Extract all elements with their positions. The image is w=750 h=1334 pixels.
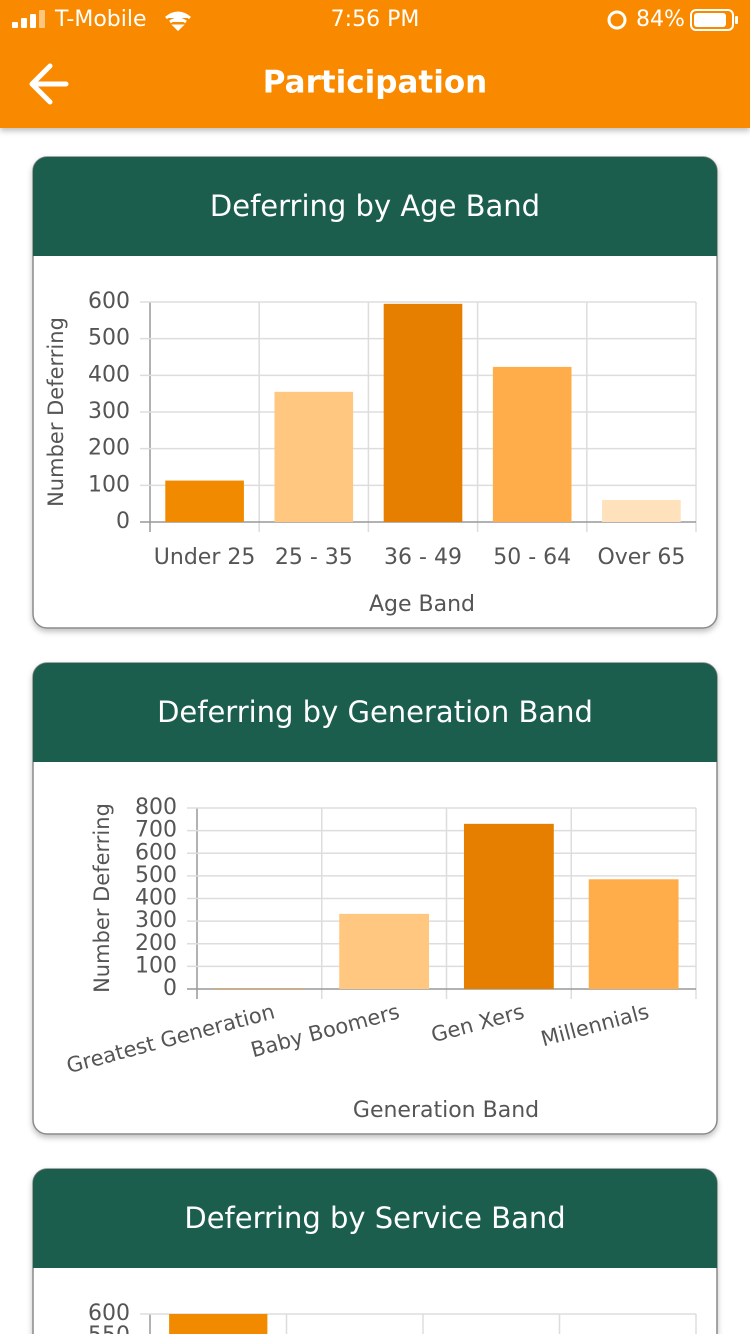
- bar: [602, 500, 681, 522]
- card-header: [33, 1169, 717, 1268]
- back-button[interactable]: [29, 63, 69, 105]
- card-header: [33, 157, 717, 256]
- signal-icon: [12, 10, 45, 28]
- y-tick-label: 600: [88, 289, 130, 314]
- y-tick-label: 100: [135, 953, 177, 978]
- bar: [339, 913, 430, 989]
- bar: [169, 1314, 268, 1334]
- bar: [274, 391, 354, 522]
- x-tick-label: 50 - 64: [493, 545, 571, 570]
- bar: [165, 480, 244, 522]
- page-title: Participation: [263, 65, 487, 101]
- x-axis-label: Age Band: [369, 592, 475, 617]
- chart-title: Deferring by Generation Band: [157, 695, 593, 729]
- y-tick-label: 300: [135, 908, 177, 933]
- chart-title: Deferring by Service Band: [184, 1201, 565, 1235]
- x-tick-label: 36 - 49: [384, 545, 462, 570]
- chart-title: Deferring by Age Band: [210, 189, 540, 223]
- y-tick-label: 200: [135, 931, 177, 956]
- x-tick-label: Over 65: [597, 545, 685, 570]
- y-tick-label: 500: [135, 863, 177, 888]
- y-tick-label: 0: [163, 976, 177, 1001]
- y-tick-label: 0: [116, 509, 130, 534]
- x-axis-label: Generation Band: [353, 1098, 539, 1123]
- battery-icon: [690, 9, 738, 31]
- y-tick-label: 600: [88, 1301, 130, 1326]
- x-tick-label: Under 25: [154, 545, 256, 570]
- y-tick-label: 400: [88, 362, 130, 387]
- x-tick-label: 25 - 35: [275, 545, 353, 570]
- battery-text: 84%: [636, 7, 685, 32]
- y-tick-label: 200: [88, 436, 130, 461]
- y-tick-label: 100: [88, 472, 130, 497]
- y-tick-label: 800: [135, 795, 177, 820]
- wifi-icon: [165, 11, 191, 32]
- bar: [492, 366, 572, 522]
- y-tick-label: 550: [88, 1323, 130, 1334]
- y-tick-label: 600: [135, 840, 177, 865]
- y-axis-label: Number Deferring: [44, 317, 68, 507]
- clock: 7:56 PM: [331, 7, 420, 32]
- y-tick-label: 300: [88, 399, 130, 424]
- bar: [588, 879, 679, 989]
- carrier: T-Mobile: [54, 7, 147, 32]
- alarm-icon: [607, 10, 627, 30]
- card-header: [33, 663, 717, 762]
- y-axis-label: Number Deferring: [90, 803, 114, 993]
- bar: [383, 303, 463, 522]
- bar: [463, 823, 554, 989]
- y-tick-label: 500: [88, 326, 130, 351]
- y-tick-label: 400: [135, 886, 177, 911]
- y-tick-label: 700: [135, 818, 177, 843]
